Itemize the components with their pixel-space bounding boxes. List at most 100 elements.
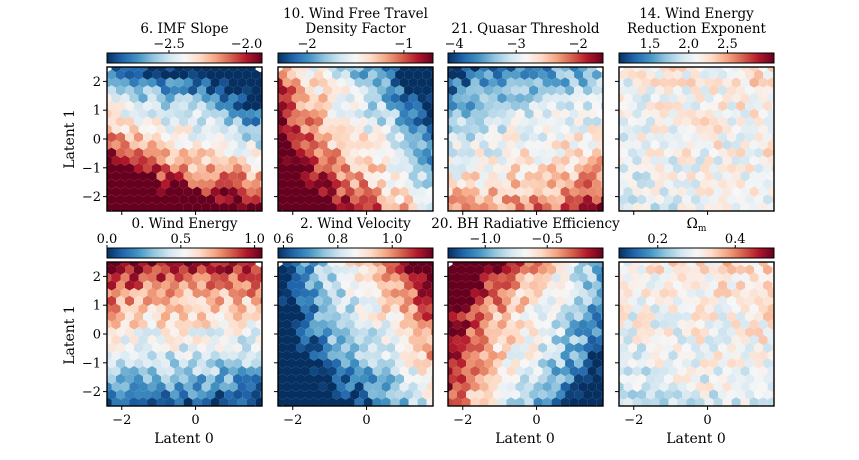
hex-cell <box>341 178 351 190</box>
hex-cell <box>327 381 337 392</box>
hex-cell <box>323 342 332 353</box>
hex-cell <box>408 155 418 166</box>
hex-cell <box>215 327 225 338</box>
hex-cell <box>417 272 427 283</box>
hex-cell <box>542 155 552 166</box>
hex-cell <box>749 77 759 88</box>
hex-cell <box>763 132 773 143</box>
hex-cell <box>529 147 539 158</box>
hex-cell <box>637 194 646 205</box>
hex-cell <box>386 295 396 307</box>
hex-cell <box>524 303 534 314</box>
hex-cell <box>341 163 351 174</box>
hex-cell <box>368 373 378 385</box>
hex-cell <box>116 194 125 205</box>
hex-cell <box>722 262 732 268</box>
hex-cell <box>111 139 121 151</box>
hex-cell <box>404 358 414 369</box>
hex-cell <box>354 139 364 151</box>
hexbin-cells <box>619 262 774 406</box>
hex-cell <box>448 288 453 299</box>
hex-cell <box>174 139 184 151</box>
hex-cell <box>650 288 660 299</box>
hex-cell <box>713 155 723 166</box>
hex-cell <box>704 272 714 283</box>
hex-cell <box>682 389 692 400</box>
hex-cell <box>641 288 651 299</box>
hex-cell <box>107 397 112 406</box>
hex-cell <box>655 163 664 174</box>
hex-cell <box>596 334 603 346</box>
hex-cell <box>461 124 471 135</box>
hex-cell <box>237 397 247 406</box>
hex-cell <box>422 373 432 385</box>
hex-cell <box>592 147 602 158</box>
colorbar <box>106 247 263 259</box>
hex-cell <box>386 327 396 338</box>
hex-cell <box>452 303 462 314</box>
hex-cell <box>111 108 121 119</box>
hex-cell <box>120 186 130 197</box>
hex-cell <box>138 124 148 135</box>
hex-cell <box>179 116 189 127</box>
hex-cell <box>395 342 405 353</box>
x-tick-label: −2 <box>283 413 302 428</box>
hex-cell <box>134 116 143 127</box>
hex-cell <box>408 288 418 299</box>
hex-cell <box>165 303 175 314</box>
hex-cell <box>619 350 624 361</box>
hex-cell <box>341 132 351 143</box>
hex-cell <box>278 342 287 353</box>
hex-cell <box>479 366 489 377</box>
hex-cell <box>278 327 287 338</box>
hex-cell <box>763 373 773 385</box>
hex-cell <box>395 116 405 127</box>
hex-cell <box>731 319 741 330</box>
hex-cell <box>749 155 759 166</box>
hex-cell <box>156 350 166 361</box>
hex-cell <box>709 264 719 275</box>
hex-cell <box>560 171 570 182</box>
hex-cell <box>619 288 624 299</box>
hex-cell <box>511 295 521 307</box>
hex-cell <box>165 202 175 211</box>
hex-cell <box>341 85 351 96</box>
hex-cell <box>736 178 746 190</box>
hex-cell <box>417 397 427 406</box>
hex-cell <box>224 373 234 385</box>
hex-cell <box>758 202 768 211</box>
hex-cell <box>390 155 400 166</box>
hex-cell <box>282 350 292 361</box>
hex-cell <box>695 77 705 88</box>
hex-cell <box>524 262 534 268</box>
hex-cell <box>413 358 423 369</box>
hex-cell <box>623 186 633 197</box>
hex-cell <box>560 139 570 151</box>
hex-cell <box>574 178 584 190</box>
hex-cell <box>646 373 655 385</box>
hex-cell <box>147 397 157 406</box>
hex-cell <box>736 342 746 353</box>
hex-cell <box>323 389 332 400</box>
hex-cell <box>318 93 328 104</box>
hex-cell <box>511 264 521 275</box>
hex-cell <box>233 132 243 143</box>
hex-cell <box>377 311 387 322</box>
hex-cell <box>237 334 247 346</box>
hex-cell <box>345 139 355 151</box>
hex-cell <box>569 272 579 283</box>
hex-cell <box>565 389 575 400</box>
hex-cell <box>596 171 603 182</box>
hex-cell <box>287 178 296 190</box>
hex-cell <box>623 262 633 268</box>
hex-cell <box>659 139 669 151</box>
hex-cell <box>722 397 732 406</box>
hex-cell <box>767 202 774 211</box>
hex-cell <box>390 202 400 211</box>
hex-cell <box>381 155 391 166</box>
hex-cell <box>722 171 732 182</box>
hex-cell <box>511 389 521 400</box>
hex-cell <box>578 124 588 135</box>
hex-cell <box>210 334 220 346</box>
hex-cell <box>578 366 588 377</box>
